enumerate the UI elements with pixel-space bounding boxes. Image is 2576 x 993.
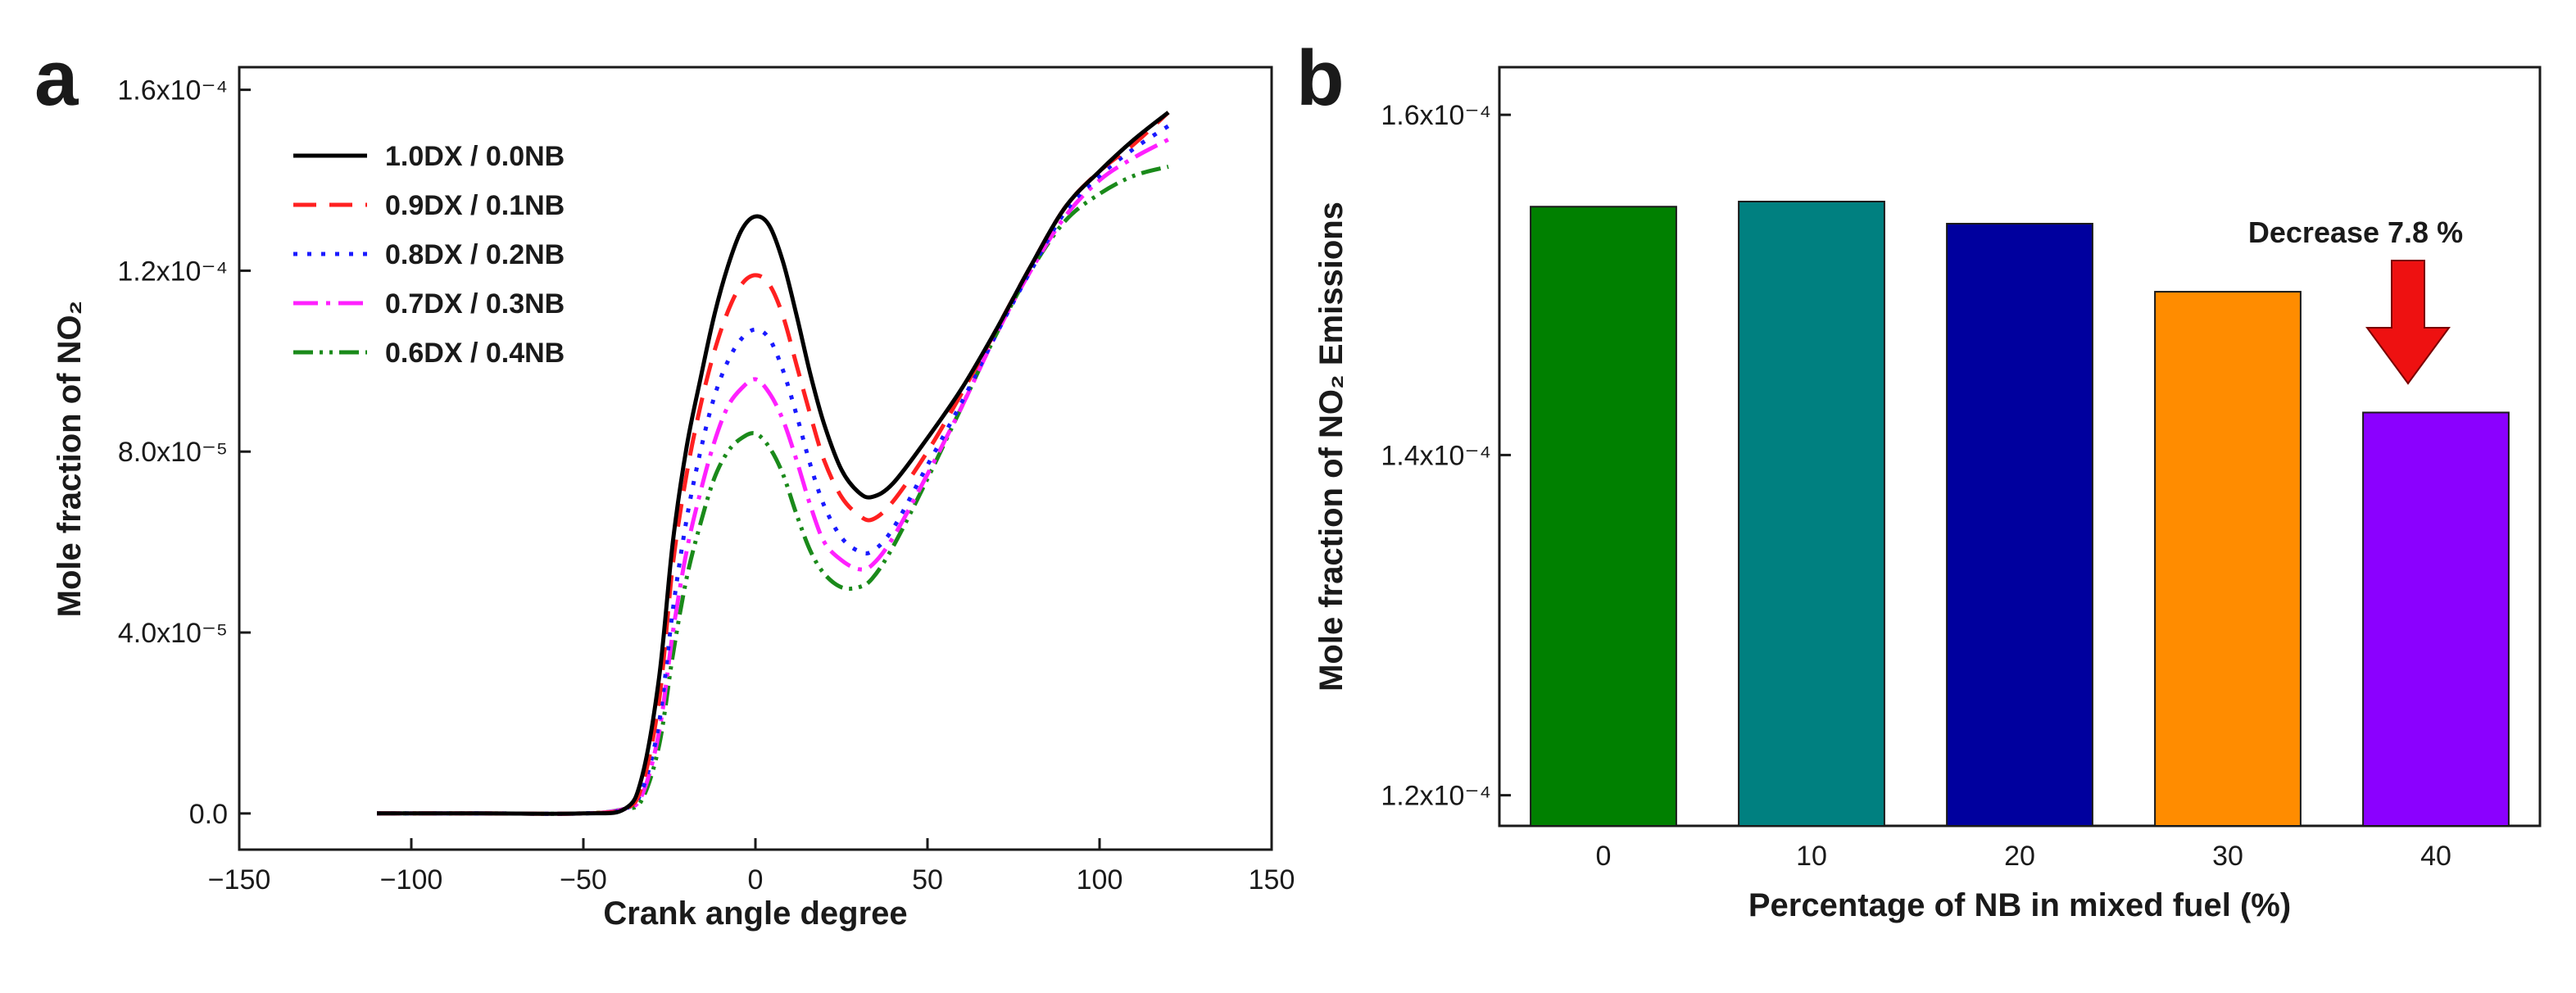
x-tick-label: 20 — [2004, 841, 2035, 872]
series-line-0-8dx-0-2nb — [377, 124, 1170, 816]
panel-a-y-axis-title: Mole fraction of NO₂ — [52, 301, 88, 618]
panel-a-line-chart: a 0.0 4.0x10⁻⁵ 8.0x10⁻⁵ 1.2x10⁻⁴ 1.6x10⁻⁴ −1… — [34, 34, 1295, 932]
x-tick-label: −150 — [208, 864, 271, 896]
y-tick-label: 4.0x10⁻⁵ — [118, 618, 228, 649]
series-line-0-9dx-0-1nb — [377, 111, 1170, 816]
y-tick-label: 1.6x10⁻⁴ — [1381, 100, 1491, 131]
y-tick-label: 1.6x10⁻⁴ — [117, 75, 228, 107]
panel-b-y-axis-title: Mole fraction of NO₂ Emissions — [1313, 202, 1349, 691]
x-tick-label: −50 — [560, 864, 607, 896]
x-tick-label: 150 — [1249, 864, 1295, 896]
legend-label: 0.7DX / 0.3NB — [385, 288, 565, 320]
panel-a-letter: a — [34, 34, 79, 122]
series-line-0-7dx-0-3nb — [377, 138, 1170, 816]
legend-label: 0.9DX / 0.1NB — [385, 190, 565, 221]
decrease-annotation-label: Decrease 7.8 % — [2248, 215, 2463, 249]
x-tick-label: 0 — [1596, 841, 1612, 872]
panel-b-letter: b — [1296, 34, 1345, 122]
series-line-0-6dx-0-4nb — [377, 164, 1169, 816]
decrease-arrow-icon — [2365, 260, 2451, 385]
legend-label: 1.0DX / 0.0NB — [385, 141, 565, 172]
y-tick-label: 8.0x10⁻⁵ — [118, 437, 228, 468]
bar-30 — [2154, 291, 2302, 827]
x-tick-label: 0 — [748, 864, 764, 896]
bar-20 — [1946, 223, 2093, 828]
bar-0 — [1530, 206, 1677, 828]
panel-b-annotation: Decrease 7.8 % — [2248, 215, 2463, 385]
y-tick-label: 0.0 — [189, 799, 228, 830]
legend-label: 0.6DX / 0.4NB — [385, 338, 565, 369]
panel-a-x-axis-title: Crank angle degree — [603, 896, 907, 932]
panel-b-bar-chart: b 1.2x10⁻⁴ 1.4x10⁻⁴ 1.6x10⁻⁴ 0 10 20 30 40 Dec… — [1296, 34, 2542, 923]
bar-10 — [1738, 201, 1885, 828]
panel-a-legend: 1.0DX / 0.0NB 0.9DX / 0.1NB 0.8DX / 0.2NB 0… — [293, 141, 565, 369]
x-tick-label: 30 — [2212, 841, 2243, 872]
x-tick-label: −100 — [380, 864, 443, 896]
x-tick-label: 10 — [1796, 841, 1827, 872]
series-line-1-0dx-0-0nb — [377, 111, 1170, 816]
panel-b-x-axis-title: Percentage of NB in mixed fuel (%) — [1748, 887, 2291, 923]
x-tick-label: 40 — [2420, 841, 2451, 872]
y-tick-label: 1.4x10⁻⁴ — [1381, 440, 1491, 471]
x-tick-label: 50 — [912, 864, 943, 896]
legend-label: 0.8DX / 0.2NB — [385, 239, 565, 270]
x-tick-label: 100 — [1077, 864, 1123, 896]
bar-40 — [2362, 411, 2510, 827]
y-tick-label: 1.2x10⁻⁴ — [117, 256, 228, 287]
y-tick-label: 1.2x10⁻⁴ — [1381, 781, 1491, 812]
